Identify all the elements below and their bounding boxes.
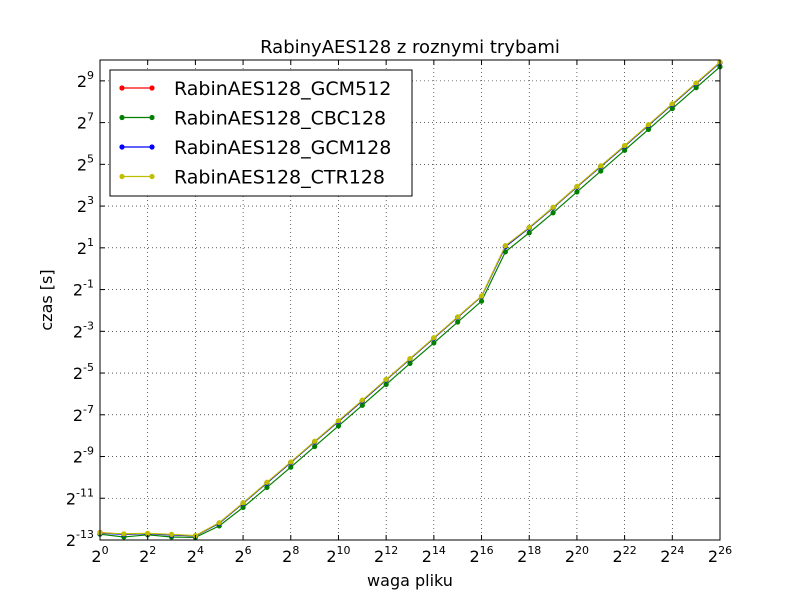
series-4	[97, 59, 723, 539]
data-point	[288, 464, 294, 470]
legend-marker	[149, 85, 155, 91]
data-point	[526, 230, 532, 236]
legend-item: RabinAES128_CBC128	[119, 108, 386, 130]
data-point	[264, 479, 270, 485]
legend-label: RabinAES128_CTR128	[174, 167, 385, 189]
legend-marker	[119, 85, 125, 91]
legend-label: RabinAES128_GCM512	[174, 78, 391, 100]
data-point	[407, 360, 413, 367]
y-tick-labels: 2-13 2-11 2-9 2-7 2-5 2-3 2-1 21 23 25 27 29	[66, 69, 94, 550]
y-tick-label: 25	[77, 152, 94, 174]
data-point	[478, 298, 485, 304]
data-point	[502, 243, 508, 249]
x-tick-label: 24	[187, 544, 204, 566]
x-tick-label: 28	[282, 544, 299, 566]
data-point	[431, 335, 437, 341]
data-point	[574, 189, 580, 195]
y-tick-label: 2-7	[73, 403, 94, 425]
data-point	[407, 355, 413, 362]
data-point	[693, 80, 699, 86]
y-tick-label: 2-5	[73, 361, 94, 383]
data-point	[312, 443, 318, 450]
data-point	[240, 500, 246, 506]
data-point	[121, 531, 127, 537]
data-point	[216, 520, 222, 526]
data-point	[574, 183, 580, 189]
legend-box	[109, 69, 413, 197]
data-point	[264, 484, 270, 491]
data-point	[288, 459, 294, 465]
legend-marker	[119, 144, 125, 150]
legend: RabinAES128_GCM512 RabinAES128_CBC128 Rabi…	[109, 69, 413, 197]
x-axis-label: waga pliku	[367, 571, 453, 590]
data-point	[359, 397, 365, 403]
x-tick-label: 212	[374, 544, 398, 566]
y-tick-label: 2-9	[73, 445, 94, 467]
legend-marker	[149, 144, 155, 150]
legend-label: RabinAES128_CBC128	[174, 108, 386, 130]
data-point	[383, 381, 389, 388]
x-tick-label: 220	[565, 544, 589, 566]
data-point	[622, 142, 628, 149]
data-point	[550, 210, 556, 216]
legend-marker	[149, 173, 155, 180]
data-point	[240, 504, 246, 511]
data-point	[622, 147, 628, 153]
legend-item: RabinAES128_GCM512	[119, 78, 391, 100]
data-point	[598, 168, 604, 174]
y-tick-label: 23	[77, 194, 94, 216]
legend-marker	[149, 114, 155, 121]
legend-marker	[119, 173, 125, 180]
data-point	[335, 423, 342, 429]
data-point	[669, 105, 675, 112]
data-point	[669, 101, 675, 107]
data-point	[455, 314, 461, 320]
y-tick-label: 21	[77, 236, 94, 258]
data-point	[550, 204, 556, 210]
x-tick-label: 224	[660, 544, 684, 566]
x-tick-label: 22	[139, 544, 156, 566]
y-tick-label: 27	[77, 111, 94, 133]
x-tick-label: 214	[422, 544, 446, 566]
y-tick-label: 2-13	[66, 528, 94, 550]
data-point	[168, 531, 175, 538]
y-tick-label: 29	[77, 69, 94, 91]
x-tick-label: 218	[517, 544, 541, 566]
legend-marker	[119, 114, 125, 121]
data-point	[598, 163, 604, 169]
data-point	[645, 122, 652, 128]
data-point	[145, 530, 151, 536]
ticks	[99, 60, 721, 541]
plot-frame	[99, 59, 721, 541]
data-point	[478, 293, 485, 299]
data-point	[431, 340, 437, 346]
data-point	[383, 376, 389, 383]
y-tick-label: 2-11	[66, 486, 94, 508]
x-tick-label: 226	[708, 544, 732, 566]
y-axis-label: czas [s]	[37, 269, 56, 330]
data-point	[645, 126, 652, 133]
x-tick-labels: 20 22 24 26 28 210 212 214 216 218 220 222 224 226	[91, 544, 732, 566]
data-point	[312, 438, 318, 444]
data-point	[335, 418, 342, 424]
data-point	[526, 224, 532, 230]
y-tick-label: 2-1	[73, 278, 94, 300]
x-tick-label: 222	[613, 544, 637, 566]
legend-label: RabinAES128_GCM128	[174, 137, 391, 159]
chart-title: RabinyAES128 z roznymi trybami	[260, 37, 560, 58]
x-tick-label: 210	[326, 544, 350, 566]
data-point	[359, 402, 365, 408]
data-point	[455, 319, 461, 325]
x-tick-label: 216	[469, 544, 493, 566]
legend-item: RabinAES128_CTR128	[119, 167, 385, 189]
x-tick-label: 26	[234, 544, 251, 566]
x-tick-label: 20	[91, 544, 108, 566]
data-point	[693, 85, 699, 91]
y-tick-label: 2-3	[73, 319, 94, 341]
legend-item: RabinAES128_GCM128	[119, 137, 391, 159]
